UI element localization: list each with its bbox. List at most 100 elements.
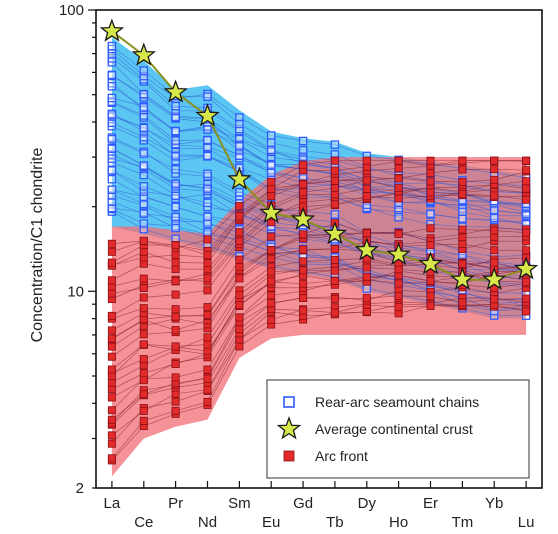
arc-front-marker	[235, 313, 244, 322]
arc-front-marker	[203, 397, 212, 406]
arc-front-marker	[107, 247, 116, 256]
arc-front-marker	[107, 431, 116, 440]
x-tick-label: Ho	[389, 514, 408, 531]
legend-arc-front-swatch	[283, 450, 295, 462]
rear-arc-marker	[139, 149, 149, 158]
rear-arc-sample-line	[111, 208, 527, 294]
rear-arc-marker	[394, 212, 403, 222]
rear-arc-marker	[139, 66, 149, 75]
arc-front-marker	[394, 291, 403, 300]
rear-arc-sample-line	[111, 114, 527, 213]
arc-front-marker	[522, 177, 531, 186]
arc-front-marker	[235, 236, 244, 245]
arc-front-marker	[299, 245, 308, 254]
arc-front-marker	[394, 174, 403, 183]
rear-arc-sample-line	[111, 178, 527, 312]
legend-label: Rear-arc seamount chains	[315, 394, 479, 410]
arc-front-marker	[330, 200, 339, 209]
rear-arc-marker	[107, 174, 117, 184]
rear-arc-marker	[330, 210, 340, 219]
arc-front-marker	[362, 192, 371, 201]
arc-front-sample-line	[111, 194, 527, 287]
arc-front-marker	[139, 304, 148, 313]
arc-front-marker	[139, 369, 148, 378]
rear-arc-sample-line	[111, 211, 527, 317]
arc-front-marker	[107, 239, 116, 248]
arc-front-marker	[139, 274, 148, 283]
rear-arc-marker	[362, 284, 372, 293]
arc-front-marker	[107, 289, 116, 298]
crust-star-marker	[450, 266, 475, 291]
arc-front-marker	[522, 228, 531, 237]
arc-front-sample-line	[111, 257, 527, 390]
rear-arc-marker	[139, 182, 149, 191]
rear-arc-marker	[426, 209, 435, 218]
rear-arc-marker	[171, 202, 180, 212]
arc-front-marker	[171, 290, 180, 299]
arc-front-marker	[107, 311, 116, 320]
arc-front-marker	[330, 295, 339, 304]
arc-front-marker	[426, 301, 435, 310]
crust-star-marker	[482, 266, 507, 291]
sample-lines-layer	[111, 45, 527, 461]
rear-arc-sample-line	[111, 154, 527, 281]
arc-front-marker	[139, 283, 148, 292]
arc-front-marker	[203, 374, 212, 383]
rear-arc-marker	[298, 146, 308, 155]
arc-front-marker	[458, 156, 467, 165]
rear-arc-marker	[171, 223, 180, 233]
rear-arc-marker	[489, 311, 499, 320]
rear-arc-marker	[235, 124, 244, 134]
arc-front-marker	[171, 277, 180, 286]
rear-arc-marker	[171, 169, 180, 178]
arc-front-marker	[522, 156, 531, 165]
arc-front-marker	[458, 165, 467, 174]
y-tick-label: 10	[67, 283, 84, 300]
arc-front-marker	[330, 183, 339, 192]
rear-arc-marker	[107, 70, 117, 80]
arc-front-marker	[394, 229, 403, 238]
arc-front-marker	[330, 166, 339, 175]
rear-arc-sample-line	[111, 101, 527, 215]
arc-front-marker	[426, 177, 435, 186]
rear-arc-marker	[203, 184, 212, 194]
arc-front-marker	[299, 180, 308, 189]
rear-arc-marker	[203, 228, 212, 237]
arc-front-marker	[171, 373, 180, 382]
arc-front-marker	[426, 276, 435, 285]
arc-front-marker	[490, 295, 499, 304]
arc-front-marker	[171, 258, 180, 267]
rear-arc-marker	[171, 216, 180, 226]
arc-front-marker	[139, 340, 148, 349]
arc-front-marker	[203, 303, 212, 312]
legend-box	[266, 379, 530, 479]
rear-arc-marker	[266, 145, 276, 155]
arc-front-marker	[171, 397, 180, 406]
arc-front-marker	[267, 291, 276, 300]
arc-front-marker	[139, 406, 148, 415]
y-axis-title: Concentration/C1 chondrite	[29, 148, 46, 343]
arc-front-marker	[139, 355, 148, 364]
arc-front-marker	[522, 166, 531, 175]
arc-front-marker	[458, 177, 467, 186]
rear-arc-sample-line	[111, 102, 527, 214]
arc-front-marker	[139, 390, 148, 399]
arc-front-marker	[171, 305, 180, 314]
arc-front-sample-line	[111, 295, 527, 420]
arc-front-marker	[458, 239, 467, 248]
arc-front-marker	[139, 293, 148, 302]
arc-front-marker	[362, 156, 371, 165]
arc-front-marker	[171, 359, 180, 368]
rear-arc-marker	[139, 199, 149, 209]
arc-front-marker	[426, 292, 435, 301]
rear-arc-sample-line	[111, 137, 527, 257]
rear-arc-marker	[266, 168, 276, 178]
arc-front-marker	[426, 156, 435, 165]
x-tick-label: La	[104, 495, 121, 512]
arc-front-marker	[522, 184, 531, 193]
rear-arc-marker	[139, 161, 149, 170]
arc-front-marker	[330, 244, 339, 253]
rear-arc-sample-line	[111, 75, 527, 187]
x-tick-label: Dy	[358, 495, 377, 512]
rear-arc-marker	[139, 71, 149, 81]
